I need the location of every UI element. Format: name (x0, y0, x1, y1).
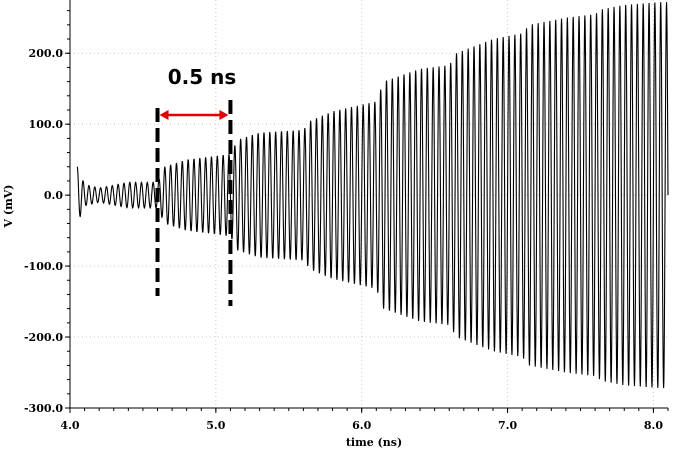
y-ticks: 200.0 100.0 0.0 -100.0 -200.0 -300.0 (24, 10, 70, 415)
annotation-0-5ns: 0.5 ns (155, 65, 237, 306)
y-tick-label: 200.0 (29, 47, 64, 60)
y-axis-label: V (mV) (2, 185, 15, 229)
x-axis-label: time (ns) (346, 436, 402, 449)
x-tick-label: 4.0 (60, 419, 79, 432)
x-tick-label: 7.0 (498, 419, 517, 432)
waveform-line (76, 2, 669, 389)
y-tick-label: -200.0 (24, 331, 63, 344)
interval-label: 0.5 ns (168, 65, 237, 89)
axes (69, 0, 668, 409)
y-tick-label: 0.0 (44, 189, 63, 202)
arrow-head-left (159, 110, 169, 120)
y-tick-label: -100.0 (24, 260, 63, 273)
x-tick-label: 5.0 (206, 419, 225, 432)
x-ticks: 4.0 5.0 6.0 7.0 8.0 (60, 408, 669, 432)
y-tick-label: -300.0 (24, 402, 63, 415)
arrow-head-right (219, 110, 229, 120)
waveform-series (76, 2, 669, 389)
y-tick-label: 100.0 (29, 118, 64, 131)
x-tick-label: 6.0 (352, 419, 371, 432)
x-tick-label: 8.0 (644, 419, 663, 432)
